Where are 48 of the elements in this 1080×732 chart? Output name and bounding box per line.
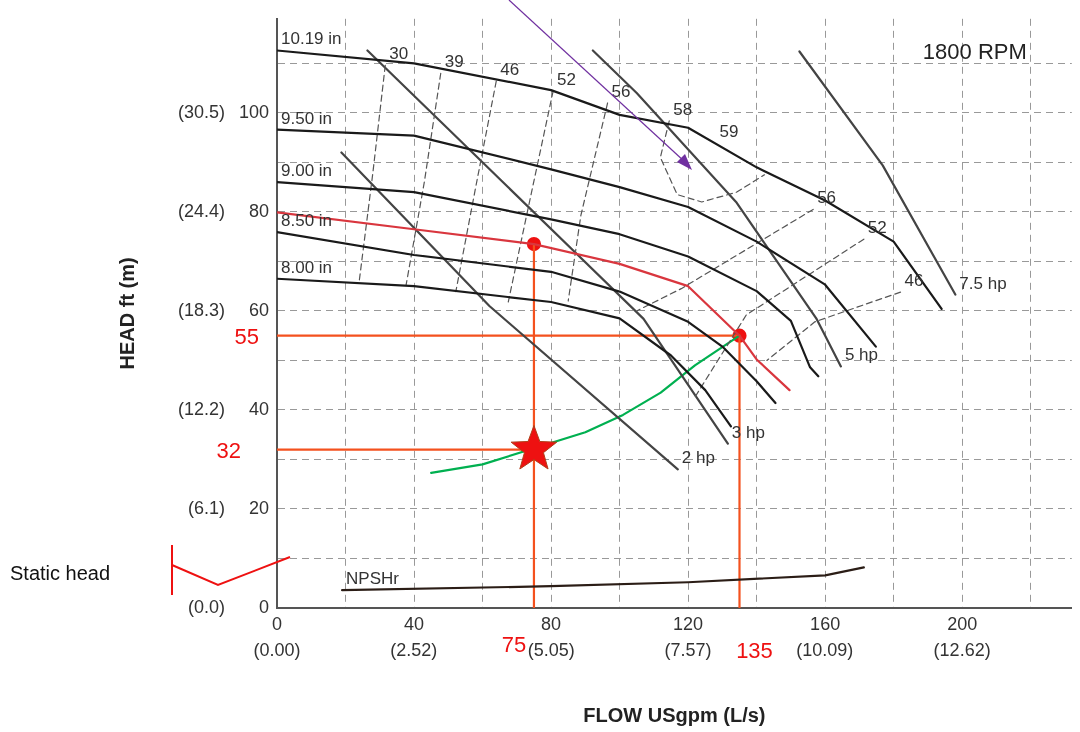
x2-tick-label: (10.09) bbox=[796, 639, 854, 660]
series-label: 56 bbox=[611, 81, 631, 101]
y-tick-label: 40 bbox=[248, 398, 269, 419]
series-label: 9.00 in bbox=[281, 161, 333, 181]
series-label: 30 bbox=[389, 44, 409, 64]
series-label: 10.19 in bbox=[281, 29, 342, 49]
text: 1800 RPM bbox=[922, 38, 1027, 64]
y2-tick-label: (18.3) bbox=[177, 299, 225, 320]
series-label: 52 bbox=[557, 70, 577, 90]
x-tick-label: 120 bbox=[673, 613, 704, 634]
x-tick-label: 80 bbox=[541, 613, 562, 634]
y-tick-label: 0 bbox=[258, 596, 269, 617]
y-tick-label: 80 bbox=[248, 200, 269, 221]
series-label: 9.50 in bbox=[281, 108, 333, 128]
y2-tick-label: (30.5) bbox=[177, 101, 225, 122]
y2-tick-label: (12.2) bbox=[177, 398, 225, 419]
x2-tick-label: (0.00) bbox=[253, 639, 301, 660]
series-label: 58 bbox=[673, 99, 693, 119]
x-tick-label: 40 bbox=[404, 613, 425, 634]
series-label: 2 hp bbox=[681, 448, 715, 468]
annotation: 135 bbox=[736, 638, 773, 663]
series-label: 5 hp bbox=[844, 345, 878, 365]
x-tick-label: 160 bbox=[810, 613, 841, 634]
text: Static head bbox=[10, 562, 111, 584]
annotation: 59 bbox=[719, 121, 739, 141]
y2-tick-label: (6.1) bbox=[187, 497, 225, 518]
x2-tick-label: (5.05) bbox=[527, 639, 575, 660]
x2-tick-label: (7.57) bbox=[664, 639, 712, 660]
annotation: 75 bbox=[501, 632, 527, 657]
y-tick-label: 100 bbox=[238, 101, 269, 122]
series-label: 8.00 in bbox=[281, 257, 333, 277]
annotation: 55 bbox=[234, 323, 259, 349]
x2-tick-label: (12.62) bbox=[933, 639, 991, 660]
x-tick-label: 0 bbox=[271, 613, 283, 634]
series-label: 39 bbox=[444, 52, 464, 72]
y-tick-label: 60 bbox=[248, 299, 269, 320]
y2-tick-label: (24.4) bbox=[177, 200, 225, 221]
text: 46 bbox=[904, 271, 924, 291]
y2-tick-label: (0.0) bbox=[187, 596, 225, 617]
y-tick-label: 20 bbox=[248, 497, 269, 518]
x-axis-title: FLOW USgpm (L/s) bbox=[583, 703, 766, 726]
series-label: NPSHr bbox=[346, 569, 400, 589]
series-label: 46 bbox=[500, 60, 520, 80]
y2-axis-title: HEAD ft (m) bbox=[115, 257, 138, 370]
x2-tick-label: (2.52) bbox=[390, 639, 438, 660]
x-tick-label: 200 bbox=[947, 613, 978, 634]
series-label: 7.5 hp bbox=[959, 273, 1007, 293]
annotation: 32 bbox=[216, 437, 241, 463]
